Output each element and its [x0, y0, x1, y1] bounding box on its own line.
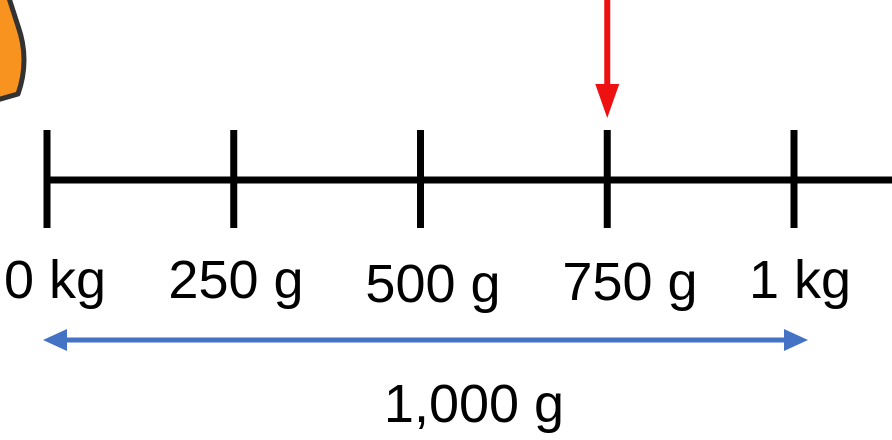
tick-label-250g: 250 g — [168, 250, 303, 310]
span-arrow-head-right — [784, 329, 808, 351]
tick-label-750g: 750 g — [562, 252, 697, 312]
number-line-ticks — [43, 130, 798, 228]
number-line-tick-labels: 0 kg 250 g 500 g 750 g 1 kg — [4, 250, 851, 314]
marker-arrow-head — [595, 84, 620, 118]
blue-double-arrow-span — [43, 329, 808, 351]
span-arrow-head-left — [43, 329, 67, 351]
tick-label-500g: 500 g — [365, 254, 500, 314]
span-label: 1,000 g — [384, 374, 564, 434]
orange-character-fragment — [0, 0, 27, 102]
tick-label-1kg: 1 kg — [749, 250, 851, 310]
red-down-arrow-marker — [595, 0, 620, 118]
tick-label-0kg: 0 kg — [4, 250, 106, 310]
